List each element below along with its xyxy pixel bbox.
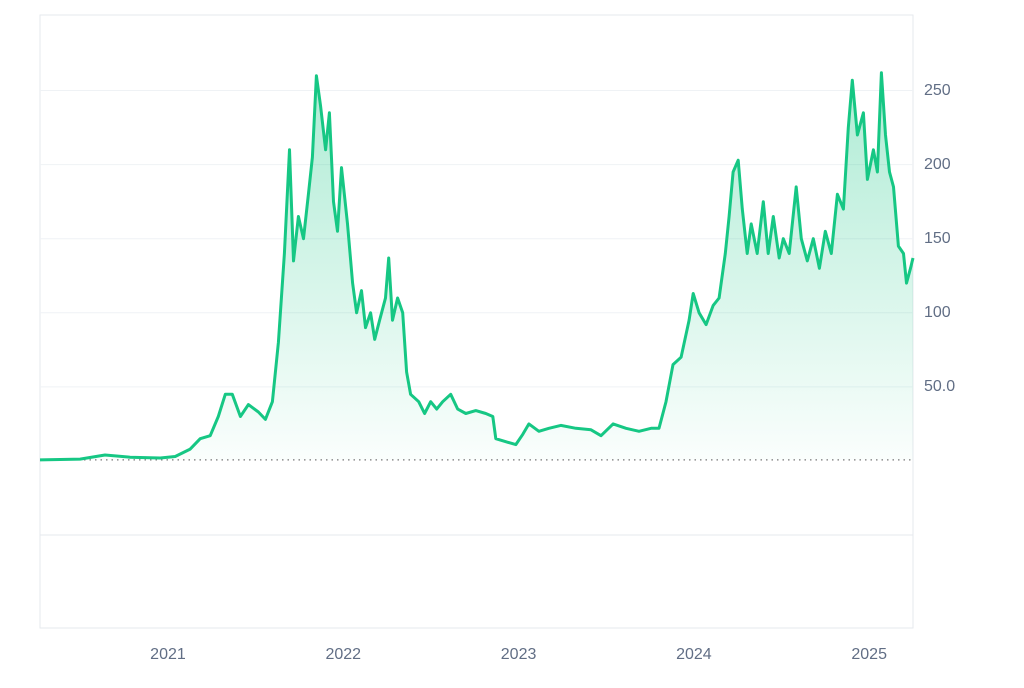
y-tick-label: 50.0 — [924, 378, 955, 395]
price-line — [39, 71, 915, 462]
y-tick-label: 100 — [924, 304, 951, 321]
y-tick-label: 250 — [924, 82, 951, 99]
area — [40, 72, 913, 460]
x-tick-label: 2025 — [851, 646, 887, 663]
y-tick-label: 150 — [924, 230, 951, 247]
x-tick-label: 2024 — [676, 646, 712, 663]
x-tick-label: 2021 — [150, 646, 186, 663]
y-tick-label: 200 — [924, 156, 951, 173]
x-tick-label: 2023 — [501, 646, 537, 663]
x-tick-label: 2022 — [325, 646, 361, 663]
